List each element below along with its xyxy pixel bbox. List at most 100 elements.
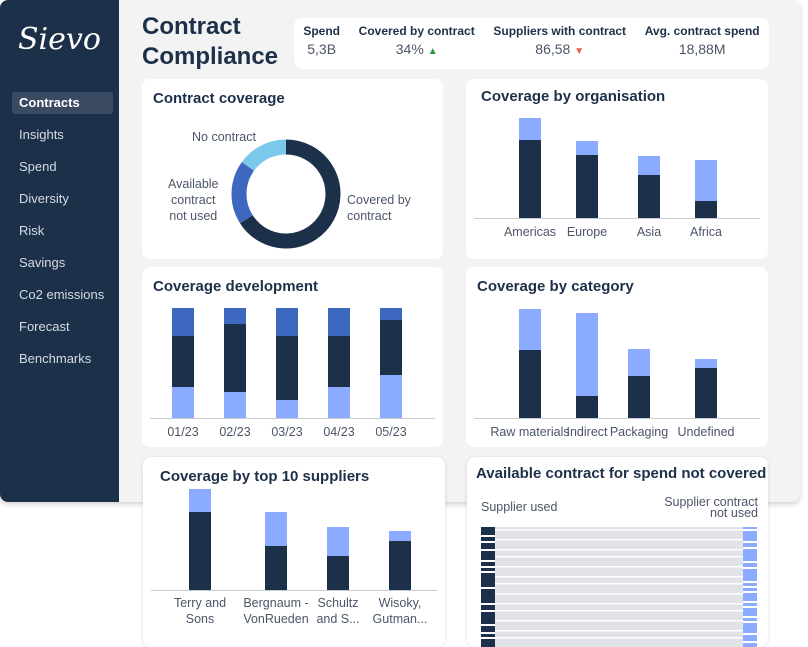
slice-covered <box>239 139 341 249</box>
kpi-number: 5,3B <box>307 41 337 57</box>
sidebar-item-co2-emissions[interactable]: Co2 emissions <box>19 287 105 302</box>
flow-gap <box>495 603 743 605</box>
bar-segment <box>628 349 650 376</box>
flow-gap <box>495 556 743 558</box>
category-label: Packaging <box>609 425 669 439</box>
bar-segment <box>638 175 660 218</box>
flow-gap <box>495 539 743 541</box>
sankey-node-left <box>481 562 495 566</box>
sankey-chart <box>481 527 757 647</box>
bar-segment <box>519 350 541 418</box>
bar-segment <box>380 375 402 418</box>
sankey-node-left <box>481 634 495 637</box>
bar-segment <box>224 308 246 324</box>
sankey-node-right <box>743 531 757 541</box>
kpi-label: Covered by contract <box>358 24 475 38</box>
bar-segment <box>695 160 717 201</box>
bar-segment <box>276 400 298 418</box>
kpi-number: 86,58 <box>535 41 571 57</box>
sankey-node-right <box>743 583 757 586</box>
label-available: Available contract not used <box>168 177 219 223</box>
sankey-node-left <box>481 568 495 571</box>
category-label: Americas <box>503 225 557 239</box>
bar-segment <box>276 336 298 400</box>
label-no-contract: No contract <box>192 130 256 144</box>
bar-segment <box>265 546 287 590</box>
bar-segment <box>519 309 541 350</box>
bar-segment <box>189 489 211 512</box>
category-label: 01/23 <box>167 425 199 439</box>
bar-segment <box>695 368 717 418</box>
bar-segment <box>380 320 402 375</box>
bar-segment <box>224 392 246 418</box>
sankey-node-right <box>743 635 757 641</box>
kpi-spend: Spend 5,3B <box>303 24 340 69</box>
flow-gap <box>495 610 743 612</box>
card-title: Coverage by top 10 suppliers <box>160 468 370 485</box>
sidebar-item-risk[interactable]: Risk <box>19 223 45 238</box>
sidebar-item-benchmarks[interactable]: Benchmarks <box>19 351 92 366</box>
sankey-node-left <box>481 605 495 610</box>
sankey-node-right <box>743 563 757 567</box>
coverage-development-card: Coverage development 01/23 02/23 03/23 04/23… <box>142 267 443 447</box>
kpi-label: Avg. contract spend <box>644 24 760 38</box>
sidebar-item-spend[interactable]: Spend <box>19 159 57 174</box>
sidebar-item-contracts[interactable]: Contracts <box>12 92 113 114</box>
kpi-value: 18,88M <box>645 41 760 57</box>
baseline <box>474 418 760 419</box>
sankey-card: Available contract for spend not covered… <box>467 457 768 647</box>
bar-segment <box>519 118 541 140</box>
flow-gap <box>495 593 743 595</box>
bar-segment <box>265 512 287 546</box>
sidebar-nav: Contracts Insights Spend Diversity Risk Savin… <box>12 92 113 380</box>
sankey-node-left <box>481 612 495 624</box>
sankey-node-right <box>743 623 757 633</box>
bar-segment <box>328 308 350 336</box>
flow-gap <box>495 583 743 585</box>
kpi-avg-contract-spend: Avg. contract spend 18,88M <box>645 24 760 69</box>
bar-segment <box>695 359 717 368</box>
category-label: Raw materials <box>490 425 570 439</box>
sankey-node-left <box>481 573 495 587</box>
kpi-value: 5,3B <box>303 41 340 57</box>
card-title: Coverage development <box>153 278 319 295</box>
bar-segment <box>328 387 350 418</box>
sidebar-item-savings[interactable]: Savings <box>19 255 66 270</box>
category-label: Bergnaum - VonRueden <box>243 596 309 626</box>
baseline <box>151 590 437 591</box>
sidebar: Sievo Contracts Insights Spend Diversity Ris… <box>0 0 119 502</box>
kpi-covered-by-contract: Covered by contract 34% ▲ <box>359 24 475 69</box>
bar-segment <box>389 541 411 590</box>
bar-segment <box>628 376 650 418</box>
title-line-2: Compliance <box>142 43 279 70</box>
card-title: Coverage by category <box>477 278 634 295</box>
bar-segment <box>576 155 598 218</box>
flow-gap <box>495 529 743 531</box>
baseline <box>150 418 435 419</box>
sankey-node-right <box>743 643 757 647</box>
sankey-node-left <box>481 626 495 632</box>
bar-segment <box>189 512 211 590</box>
flow-gap <box>495 576 743 578</box>
sidebar-item-forecast[interactable]: Forecast <box>19 319 70 334</box>
bar-segment <box>638 156 660 175</box>
bar-segment <box>389 531 411 541</box>
category-label: 02/23 <box>219 425 251 439</box>
card-title: Contract coverage <box>153 90 285 107</box>
trend-down-icon: ▼ <box>574 46 585 57</box>
bar-segment <box>327 527 349 556</box>
category-label: 03/23 <box>271 425 303 439</box>
contract-coverage-card: Contract coverage No contract Available … <box>142 79 443 259</box>
sidebar-item-insights[interactable]: Insights <box>19 127 64 142</box>
bar-segment <box>695 201 717 218</box>
coverage-by-top-suppliers-card: Coverage by top 10 suppliers Terry and So… <box>143 457 445 647</box>
sankey-left-label: Supplier used <box>481 500 558 514</box>
sankey-node-right <box>743 588 757 591</box>
category-label: Indirect <box>566 425 608 439</box>
flow-gap <box>495 630 743 632</box>
coverage-by-category-card: Coverage by category Raw materials Indirec… <box>466 267 768 447</box>
category-label: Undefined <box>677 425 735 439</box>
sidebar-item-diversity[interactable]: Diversity <box>19 191 69 206</box>
bar-segment <box>224 324 246 392</box>
category-label: 05/23 <box>375 425 407 439</box>
